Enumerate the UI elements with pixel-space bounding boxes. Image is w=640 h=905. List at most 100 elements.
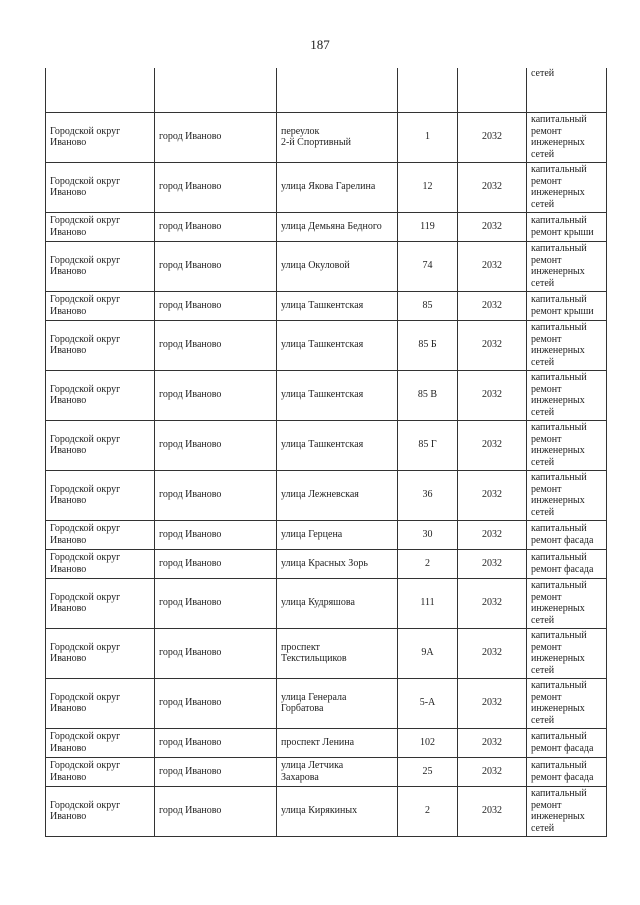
cell-city: город Иваново	[154, 548, 277, 579]
cell-work: сетей	[526, 68, 607, 113]
table-row: Городской округ Иваново город Иваново прос…	[45, 627, 607, 679]
cell-work: капитальный ремонт инженерных сетей	[526, 469, 607, 521]
cell-district: Городской округ Иваново	[45, 319, 155, 371]
page-number: 187	[310, 37, 330, 52]
cell-street: проспект Текстильщиков	[276, 627, 398, 679]
cell-street: улица Демьяна Бедного	[276, 211, 398, 242]
cell-district: Городской округ Иваново	[45, 419, 155, 471]
cell-city: город Иваново	[154, 677, 277, 729]
cell-year: 2032	[457, 469, 527, 521]
cell-district: Городской округ Иваново	[45, 727, 155, 758]
cell-house: 5-А	[397, 677, 458, 729]
cell-year: 2032	[457, 756, 527, 787]
cell-street: улица Летчика Захарова	[276, 756, 398, 787]
cell-district: Городской округ Иваново	[45, 290, 155, 321]
cell-street: проспект Ленина	[276, 727, 398, 758]
cell-house: 102	[397, 727, 458, 758]
cell-street: улица Красных Зорь	[276, 548, 398, 579]
table-row: Городской округ Иваново город Иваново улиц…	[45, 785, 607, 837]
cell-house: 25	[397, 756, 458, 787]
cell-house: 85 Г	[397, 419, 458, 471]
cell-house: 1	[397, 111, 458, 163]
cell-year: 2032	[457, 548, 527, 579]
table-row: Городской округ Иваново город Иваново прос…	[45, 727, 607, 758]
cell-year: 2032	[457, 627, 527, 679]
cell-year: 2032	[457, 677, 527, 729]
table-row: Городской округ Иваново город Иваново улиц…	[45, 677, 607, 729]
cell-city: город Иваново	[154, 319, 277, 371]
cell-year: 2032	[457, 419, 527, 471]
cell-city: город Иваново	[154, 627, 277, 679]
cell-work: капитальный ремонт инженерных сетей	[526, 677, 607, 729]
cell-street	[276, 68, 398, 113]
cell-city: город Иваново	[154, 419, 277, 471]
table-row: Городской округ Иваново город Иваново улиц…	[45, 211, 607, 242]
cell-year: 2032	[457, 519, 527, 550]
cell-district: Городской округ Иваново	[45, 548, 155, 579]
cell-year: 2032	[457, 290, 527, 321]
cell-work: капитальный ремонт фасада	[526, 756, 607, 787]
cell-city: город Иваново	[154, 469, 277, 521]
cell-year: 2032	[457, 240, 527, 292]
cell-house: 9А	[397, 627, 458, 679]
cell-year: 2032	[457, 161, 527, 213]
cell-work: капитальный ремонт инженерных сетей	[526, 240, 607, 292]
cell-district: Городской округ Иваново	[45, 577, 155, 629]
cell-work: капитальный ремонт инженерных сетей	[526, 111, 607, 163]
cell-work: капитальный ремонт фасада	[526, 548, 607, 579]
cell-district: Городской округ Иваново	[45, 240, 155, 292]
cell-work: капитальный ремонт инженерных сетей	[526, 419, 607, 471]
cell-district: Городской округ Иваново	[45, 111, 155, 163]
cell-house: 36	[397, 469, 458, 521]
cell-district: Городской округ Иваново	[45, 161, 155, 213]
cell-year: 2032	[457, 211, 527, 242]
cell-street: улица Генерала Горбатова	[276, 677, 398, 729]
cell-house: 111	[397, 577, 458, 629]
cell-street: улица Ташкентская	[276, 419, 398, 471]
cell-house: 85 Б	[397, 319, 458, 371]
cell-street: улица Ташкентская	[276, 319, 398, 371]
cell-city: город Иваново	[154, 577, 277, 629]
table-row: Городской округ Иваново город Иваново улиц…	[45, 161, 607, 213]
table-row: Городской округ Иваново город Иваново улиц…	[45, 577, 607, 629]
cell-street: улица Ташкентская	[276, 290, 398, 321]
cell-city: город Иваново	[154, 756, 277, 787]
cell-year: 2032	[457, 577, 527, 629]
table-row: Городской округ Иваново город Иваново улиц…	[45, 369, 607, 421]
cell-work: капитальный ремонт инженерных сетей	[526, 577, 607, 629]
cell-city: город Иваново	[154, 211, 277, 242]
cell-work: капитальный ремонт крыши	[526, 211, 607, 242]
cell-street: улица Лежневская	[276, 469, 398, 521]
cell-street: улица Якова Гарелина	[276, 161, 398, 213]
cell-street: улица Кудряшова	[276, 577, 398, 629]
cell-city: город Иваново	[154, 785, 277, 837]
cell-house	[397, 68, 458, 113]
cell-street: улица Герцена	[276, 519, 398, 550]
cell-street: улица Ташкентская	[276, 369, 398, 421]
cell-year: 2032	[457, 319, 527, 371]
cell-city: город Иваново	[154, 240, 277, 292]
cell-house: 85 В	[397, 369, 458, 421]
cell-house: 30	[397, 519, 458, 550]
cell-district: Городской округ Иваново	[45, 785, 155, 837]
cell-city: город Иваново	[154, 727, 277, 758]
table-row: Городской округ Иваново город Иваново улиц…	[45, 419, 607, 471]
cell-city: город Иваново	[154, 290, 277, 321]
cell-year: 2032	[457, 369, 527, 421]
buildings-table: сетей Городской округ Иваново город Ивано…	[45, 68, 607, 837]
cell-work: капитальный ремонт инженерных сетей	[526, 319, 607, 371]
table-row: Городской округ Иваново город Иваново улиц…	[45, 519, 607, 550]
table-row: Городской округ Иваново город Иваново улиц…	[45, 319, 607, 371]
cell-district: Городской округ Иваново	[45, 677, 155, 729]
cell-city: город Иваново	[154, 369, 277, 421]
cell-street: улица Окуловой	[276, 240, 398, 292]
table-row: Городской округ Иваново город Иваново улиц…	[45, 548, 607, 579]
cell-work: капитальный ремонт крыши	[526, 290, 607, 321]
cell-city: город Иваново	[154, 161, 277, 213]
cell-house: 85	[397, 290, 458, 321]
cell-city: город Иваново	[154, 519, 277, 550]
cell-city	[154, 68, 277, 113]
cell-house: 12	[397, 161, 458, 213]
cell-house: 74	[397, 240, 458, 292]
cell-year	[457, 68, 527, 113]
